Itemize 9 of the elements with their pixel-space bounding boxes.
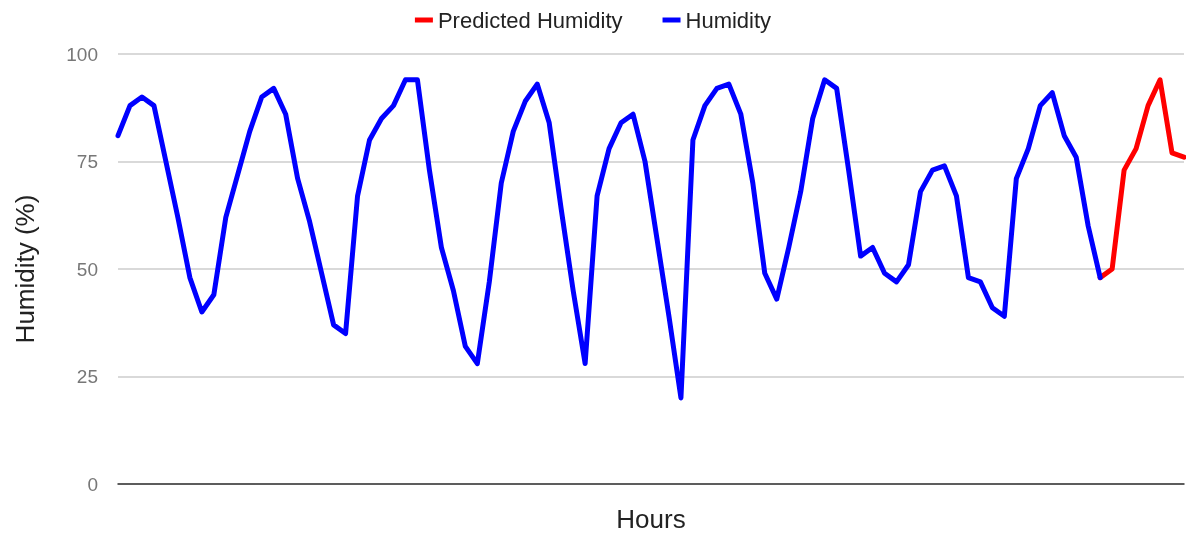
y-tick-label: 25: [76, 366, 98, 387]
y-tick-label: 100: [66, 43, 98, 65]
legend-label: Humidity: [685, 7, 772, 33]
legend-label: Predicted Humidity: [437, 7, 623, 33]
x-axis-title: Hours: [616, 504, 686, 534]
y-tick-label: 75: [76, 151, 98, 172]
y-tick-label: 50: [76, 258, 98, 280]
y-axis-title: Humidity (%): [10, 194, 40, 344]
y-tick-label: 0: [87, 473, 98, 495]
